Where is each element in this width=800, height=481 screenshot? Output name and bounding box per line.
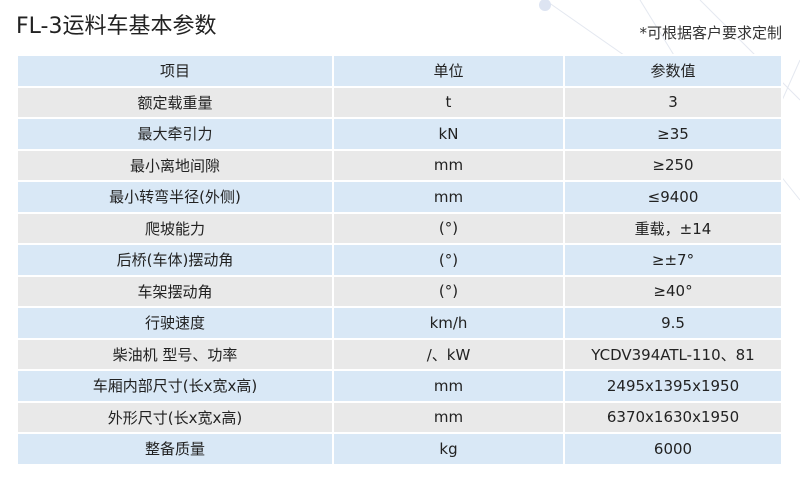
param-name: 最大牵引力: [16, 117, 334, 151]
table-header-row: 项目 单位 参数值: [16, 54, 783, 88]
table-row: 后桥(车体)摆动角 (°) ≥±7°: [16, 243, 783, 277]
param-value: 9.5: [563, 306, 783, 340]
param-unit: kN: [332, 117, 565, 151]
customization-note: *可根据客户要求定制: [639, 24, 782, 42]
param-unit: t: [332, 85, 565, 119]
param-unit: (°): [332, 211, 565, 245]
table-row: 额定载重量 t 3: [16, 85, 783, 119]
param-unit: mm: [332, 400, 565, 434]
param-unit: kg: [332, 432, 565, 466]
parameters-table: 项目 单位 参数值 额定载重量 t 3 最大牵引力 kN ≥35 最小离地间隙 mm ≥250 最…: [16, 54, 783, 466]
param-name: 后桥(车体)摆动角: [16, 243, 334, 277]
param-name: 爬坡能力: [16, 211, 334, 245]
param-value: ≥35: [563, 117, 783, 151]
table-row: 整备质量 kg 6000: [16, 432, 783, 466]
table-row: 爬坡能力 (°) 重载，±14: [16, 211, 783, 245]
param-value: 6000: [563, 432, 783, 466]
param-value: ≥±7°: [563, 243, 783, 277]
param-name: 最小离地间隙: [16, 148, 334, 182]
param-value: ≤9400: [563, 180, 783, 214]
header-value: 参数值: [563, 54, 783, 88]
param-value: ≥40°: [563, 274, 783, 308]
table-row: 外形尺寸(长x宽x高) mm 6370x1630x1950: [16, 400, 783, 434]
param-unit: km/h: [332, 306, 565, 340]
header-item: 项目: [16, 54, 334, 88]
page-title: FL-3运料车基本参数: [16, 14, 217, 39]
param-value: ≥250: [563, 148, 783, 182]
table-row: 车架摆动角 (°) ≥40°: [16, 274, 783, 308]
param-name: 车架摆动角: [16, 274, 334, 308]
table-row: 车厢内部尺寸(长x宽x高) mm 2495x1395x1950: [16, 369, 783, 403]
param-unit: mm: [332, 148, 565, 182]
table-row: 最小离地间隙 mm ≥250: [16, 148, 783, 182]
param-unit: mm: [332, 369, 565, 403]
param-name: 行驶速度: [16, 306, 334, 340]
param-name: 柴油机 型号、功率: [16, 337, 334, 371]
param-value: 3: [563, 85, 783, 119]
param-unit: (°): [332, 243, 565, 277]
param-name: 外形尺寸(长x宽x高): [16, 400, 334, 434]
param-name: 额定载重量: [16, 85, 334, 119]
param-unit: (°): [332, 274, 565, 308]
header-unit: 单位: [332, 54, 565, 88]
param-name: 最小转弯半径(外侧): [16, 180, 334, 214]
param-value: YCDV394ATL-110、81: [563, 337, 783, 371]
param-name: 车厢内部尺寸(长x宽x高): [16, 369, 334, 403]
param-unit: mm: [332, 180, 565, 214]
param-unit: /、kW: [332, 337, 565, 371]
param-value: 重载，±14: [563, 211, 783, 245]
table-row: 柴油机 型号、功率/、kW YCDV394ATL-110、81: [16, 337, 783, 371]
param-name: 整备质量: [16, 432, 334, 466]
param-value: 2495x1395x1950: [563, 369, 783, 403]
table-row: 行驶速度 km/h 9.5: [16, 306, 783, 340]
param-value: 6370x1630x1950: [563, 400, 783, 434]
table-row: 最小转弯半径(外侧) mm ≤9400: [16, 180, 783, 214]
table-row: 最大牵引力 kN ≥35: [16, 117, 783, 151]
